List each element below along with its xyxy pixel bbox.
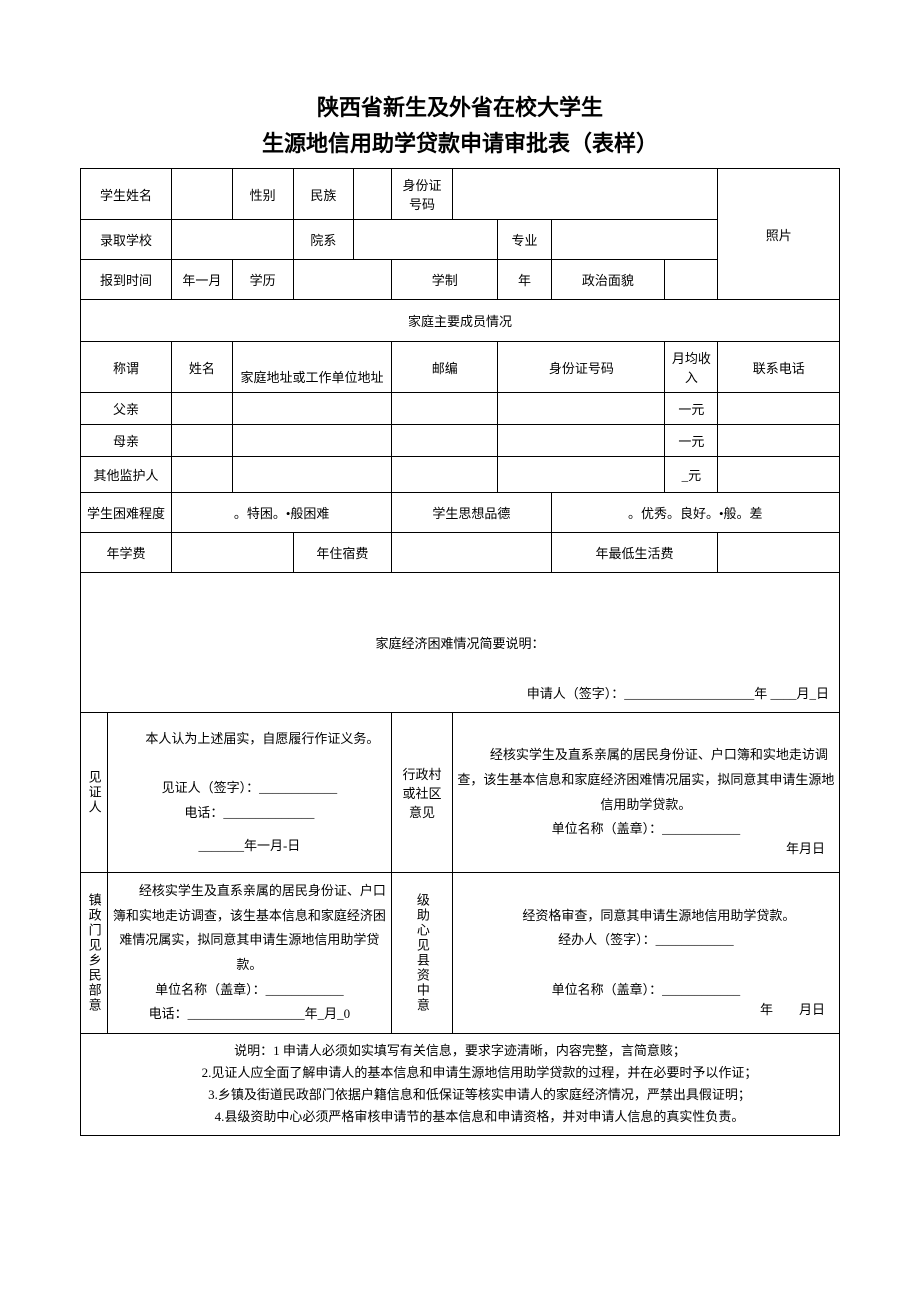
value-report-time: 年一月	[172, 260, 233, 300]
value-mother-name	[172, 425, 233, 457]
label-other-guardian: 其他监护人	[81, 457, 172, 493]
village-unit-seal: 单位名称（盖章）：____________	[457, 817, 835, 842]
value-mother-id	[498, 425, 665, 457]
village-opinion: 经核实学生及直系亲属的居民身份证、户口簿和实地走访调查，该生基本信息和家庭经济困…	[452, 713, 839, 873]
value-guardian-income: _元	[665, 457, 718, 493]
value-moral: 。优秀。良好。•般。差	[551, 493, 839, 533]
explain-title: 家庭经济困难情况简要说明：	[85, 633, 835, 652]
label-village-opinion: 行政村或社区意见	[392, 713, 453, 873]
label-major: 专业	[498, 220, 551, 260]
county-opinion: 经资格审查，同意其申请生源地信用助学贷款。 经办人（签字）：__________…	[452, 873, 839, 1034]
witness-text: 本人认为上述届实，自愿履行作证义务。	[112, 727, 388, 752]
witness-date: _______年一月-日	[112, 834, 388, 859]
title-line-2: 生源地信用助学贷款申请审批表（表样）	[80, 126, 840, 158]
value-student-name	[172, 169, 233, 220]
value-mother-address	[232, 425, 391, 457]
value-guardian-id	[498, 457, 665, 493]
notes-section: 说明：1 申请人必须如实填写有关信息，要求字迹清晰，内容完整，言简意赅； 2.见…	[81, 1034, 840, 1135]
label-father: 父亲	[81, 393, 172, 425]
value-tuition	[172, 533, 293, 573]
value-father-postcode	[392, 393, 498, 425]
value-school-system: 年	[498, 260, 551, 300]
label-postcode: 邮编	[392, 342, 498, 393]
town-text: 经核实学生及直系亲属的居民身份证、户口簿和实地走访调查，该生基本信息和家庭经济困…	[112, 879, 388, 978]
town-unit-seal: 单位名称（盖章）：____________	[112, 978, 388, 1003]
label-education: 学历	[232, 260, 293, 300]
value-guardian-phone	[718, 457, 840, 493]
value-father-address	[232, 393, 391, 425]
village-date: 年月日	[786, 837, 825, 862]
witness-phone: 电话：______________	[112, 801, 388, 826]
form-title: 陕西省新生及外省在校大学生 生源地信用助学贷款申请审批表（表样）	[80, 90, 840, 158]
label-id-number: 身份证号码	[392, 169, 453, 220]
note-4: 4.县级资助中心必须严格审核申请节的基本信息和申请资格，并对申请人信息的真实性负…	[85, 1106, 835, 1128]
label-monthly-income: 月均收入	[665, 342, 718, 393]
label-relation: 称谓	[81, 342, 172, 393]
label-witness: 见证人	[81, 713, 108, 873]
label-family-id: 身份证号码	[498, 342, 665, 393]
value-father-phone	[718, 393, 840, 425]
value-political-status	[665, 260, 718, 300]
village-text: 经核实学生及直系亲属的居民身份证、户口簿和实地走访调查，该生基本信息和家庭经济困…	[457, 743, 835, 817]
label-home-address: 家庭地址或工作单位地址	[232, 342, 391, 393]
value-major	[551, 220, 718, 260]
value-school	[172, 220, 293, 260]
label-town-opinion: 镇政门见乡民部意	[81, 873, 108, 1034]
value-living-cost	[718, 533, 840, 573]
value-hardship: 。特困。•般困难	[172, 493, 392, 533]
label-tuition: 年学费	[81, 533, 172, 573]
county-handler-sign: 经办人（签字）：____________	[457, 928, 835, 953]
label-school-system: 学制	[392, 260, 498, 300]
label-county-opinion: 级助心见县资中意	[392, 873, 453, 1034]
value-id-number	[452, 169, 718, 220]
value-mother-postcode	[392, 425, 498, 457]
value-department	[354, 220, 498, 260]
label-ethnicity: 民族	[293, 169, 354, 220]
value-father-id	[498, 393, 665, 425]
label-department: 院系	[293, 220, 354, 260]
application-form-table: 学生姓名 性别 民族 身份证号码 照片 录取学校 院系 专业 报到时间 年一月 …	[80, 168, 840, 1136]
witness-sign: 见证人（签字）：____________	[112, 776, 388, 801]
notes-title: 说明：	[234, 1043, 273, 1058]
value-father-income: 一元	[665, 393, 718, 425]
label-mother: 母亲	[81, 425, 172, 457]
label-school: 录取学校	[81, 220, 172, 260]
value-mother-income: 一元	[665, 425, 718, 457]
value-guardian-postcode	[392, 457, 498, 493]
label-dorm-fee: 年住宿费	[293, 533, 392, 573]
county-text: 经资格审查，同意其申请生源地信用助学贷款。	[457, 904, 835, 929]
note-1: 1 申请人必须如实填写有关信息，要求字迹清晰，内容完整，言简意赅；	[273, 1043, 686, 1058]
county-date: 年 月日	[760, 998, 825, 1023]
town-opinion: 经核实学生及直系亲属的居民身份证、户口簿和实地走访调查，该生基本信息和家庭经济困…	[107, 873, 392, 1034]
witness-opinion: 本人认为上述届实，自愿履行作证义务。 见证人（签字）：____________ …	[107, 713, 392, 873]
label-report-time: 报到时间	[81, 260, 172, 300]
value-education	[293, 260, 392, 300]
label-political-status: 政治面貌	[551, 260, 665, 300]
value-father-name	[172, 393, 233, 425]
value-guardian-name	[172, 457, 233, 493]
applicant-signature-line: 申请人（签字）：____________________年 ____月_日	[527, 683, 829, 702]
label-hardship: 学生困难程度	[81, 493, 172, 533]
note-3: 3.乡镇及街道民政部门依据户籍信息和低保证等核实申请人的家庭经济情况，严禁出具假…	[85, 1084, 835, 1106]
label-living-cost: 年最低生活费	[551, 533, 718, 573]
value-dorm-fee	[392, 533, 551, 573]
title-line-1: 陕西省新生及外省在校大学生	[80, 90, 840, 122]
label-student-name: 学生姓名	[81, 169, 172, 220]
label-moral: 学生思想品德	[392, 493, 551, 533]
label-contact-phone: 联系电话	[718, 342, 840, 393]
photo-box: 照片	[718, 169, 840, 300]
explanation-box: 家庭经济困难情况简要说明： 申请人（签字）：__________________…	[81, 573, 840, 713]
label-name: 姓名	[172, 342, 233, 393]
label-gender: 性别	[232, 169, 293, 220]
value-ethnicity	[354, 169, 392, 220]
town-phone-date: 电话：__________________年_月_0	[112, 1002, 388, 1027]
value-mother-phone	[718, 425, 840, 457]
family-section-header: 家庭主要成员情况	[81, 300, 840, 342]
note-2: 2.见证人应全面了解申请人的基本信息和申请生源地信用助学贷款的过程，并在必要时予…	[85, 1062, 835, 1084]
value-guardian-address	[232, 457, 391, 493]
